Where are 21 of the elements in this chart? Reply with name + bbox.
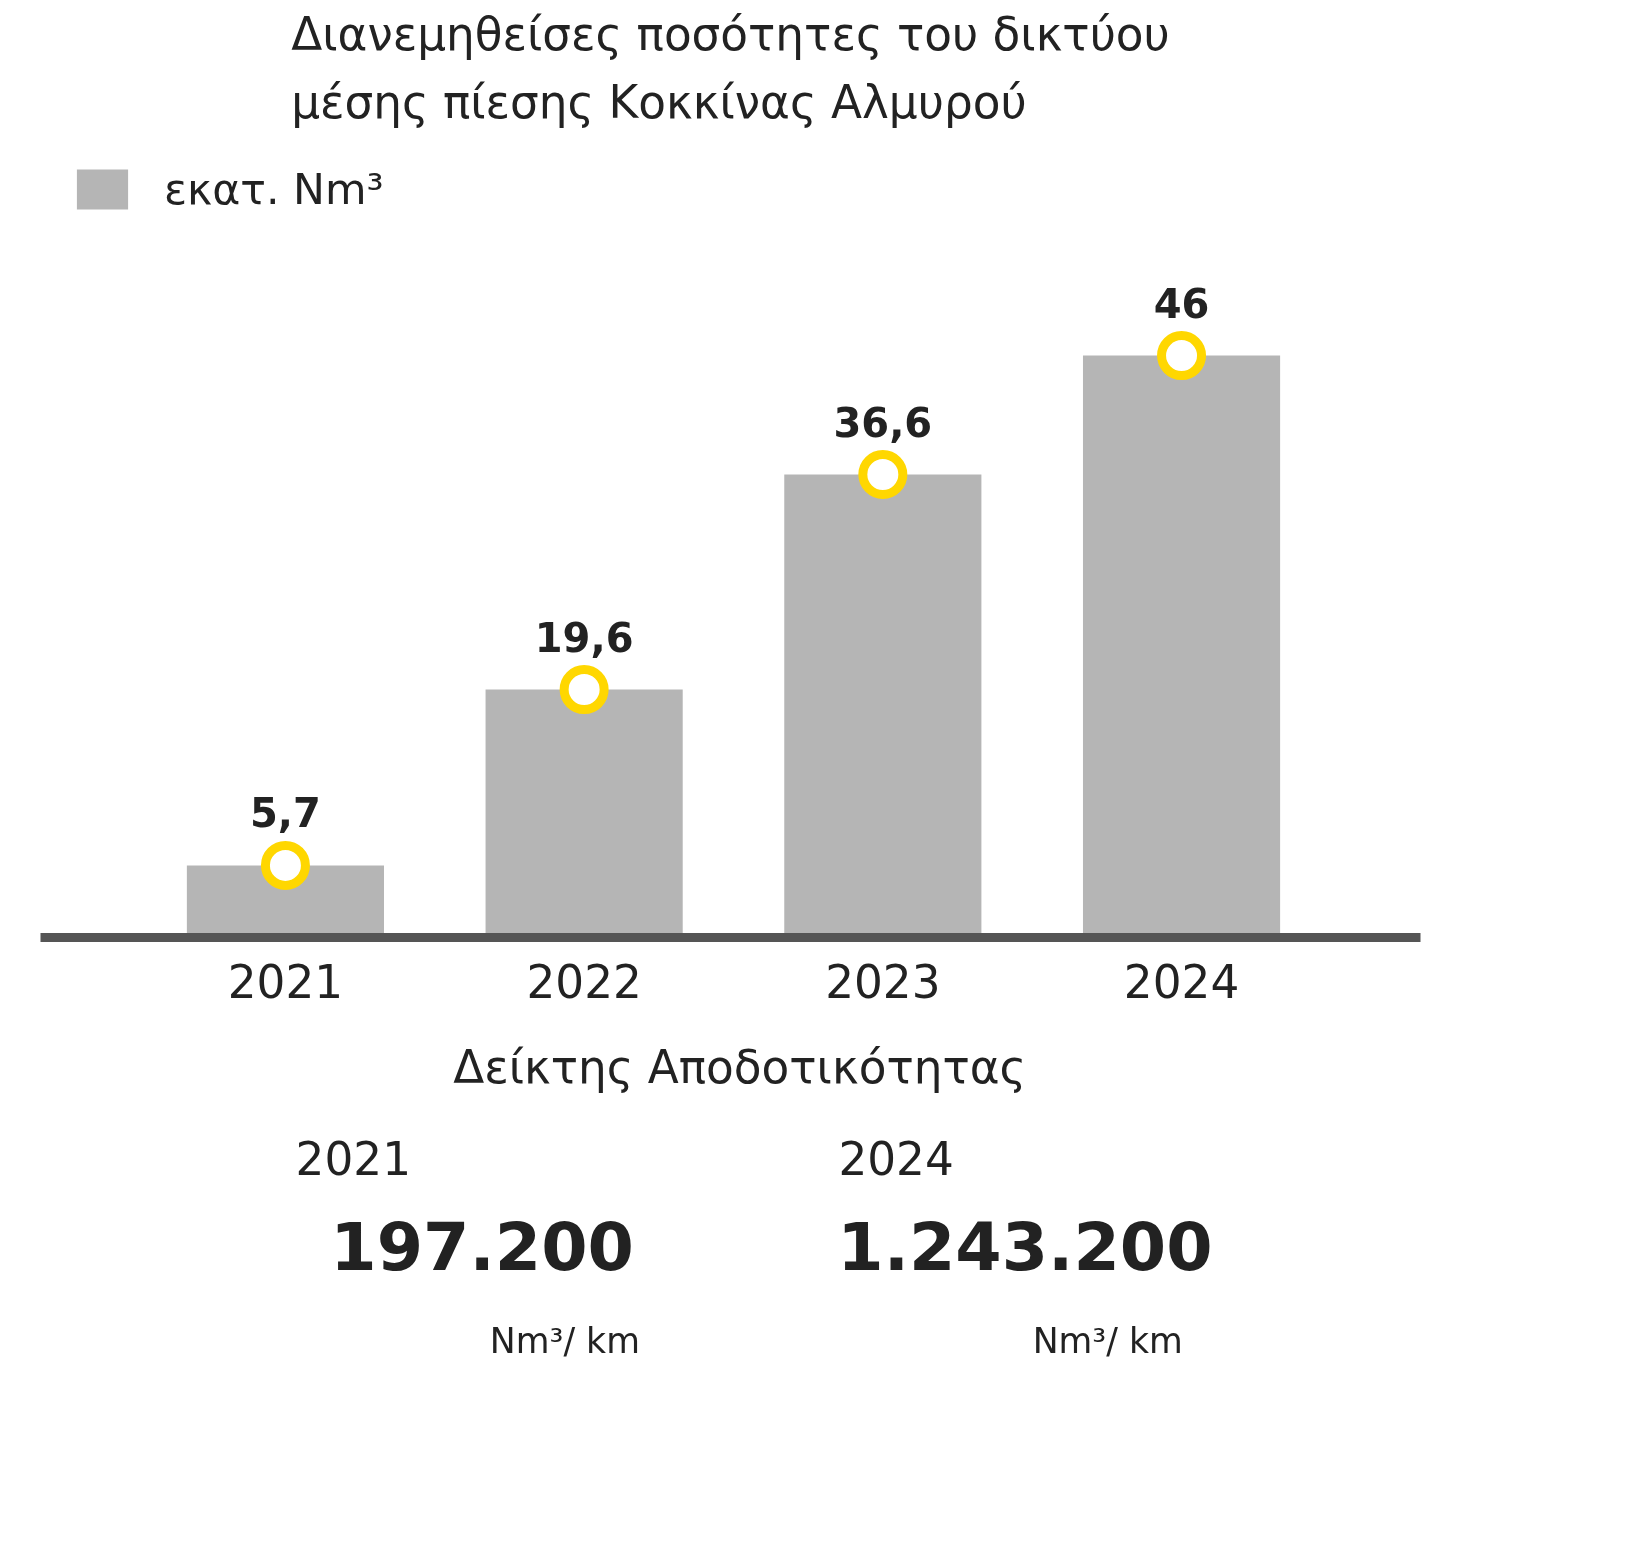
data-label: 19,6 — [534, 614, 634, 661]
point — [260, 840, 310, 890]
x-tick-label: 2023 — [825, 955, 941, 1009]
data-label: 36,6 — [833, 399, 933, 446]
x-tick-label: 2021 — [227, 955, 344, 1009]
legend-label: εκατ. Nm³ — [164, 164, 384, 214]
chart-title: Διανεμηθείσες ποσότητες του δικτύου μέσης πίεσης Κοκκίνας Αλμυρού — [291, 7, 1170, 130]
category-label: 2024 — [838, 1132, 954, 1186]
category-label: 2021 — [295, 1132, 411, 1186]
point — [559, 665, 609, 715]
x-tick-label: 2024 — [1123, 955, 1240, 1009]
data-label: 5,7 — [250, 790, 321, 837]
point — [858, 450, 908, 499]
text: 197.200 — [330, 1207, 634, 1286]
data-label: 46 — [1153, 280, 1210, 327]
x-tick-label: 2022 — [526, 955, 642, 1009]
point — [1157, 331, 1207, 381]
text: Nm³/ km — [1032, 1320, 1183, 1361]
text: Δείκτης Αποδοτικότητας — [453, 1040, 1027, 1094]
text: Nm³/ km — [489, 1320, 640, 1361]
text: 1.243.200 — [837, 1207, 1213, 1286]
